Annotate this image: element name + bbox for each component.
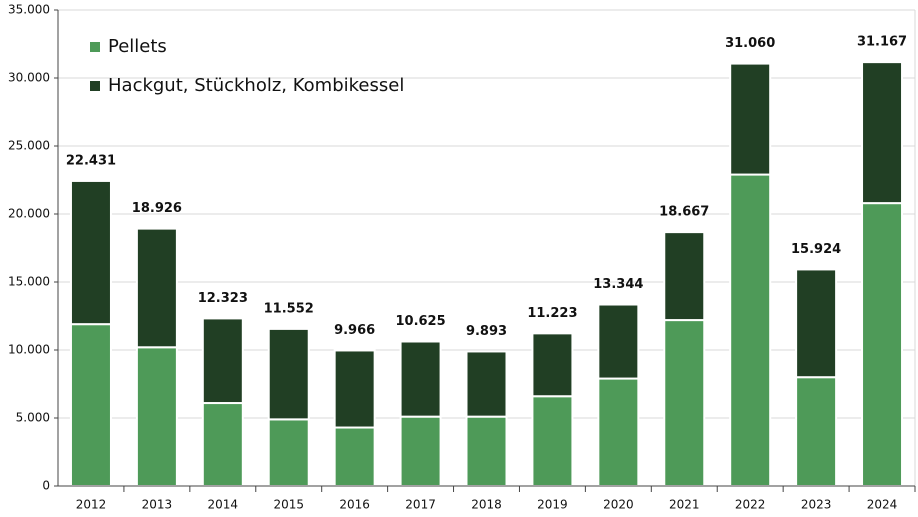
bar-segment: [861, 61, 904, 205]
legend-swatch: [90, 81, 100, 91]
y-tick-label: 10.000: [8, 343, 50, 357]
x-tick-label: 2019: [537, 498, 568, 512]
total-label: 18.926: [132, 201, 182, 216]
bar-segment: [465, 350, 508, 418]
y-tick-label: 30.000: [8, 71, 50, 85]
x-tick-label: 2013: [142, 498, 173, 512]
legend-label: Hackgut, Stückholz, Kombikessel: [108, 75, 404, 96]
total-label: 9.966: [334, 323, 375, 338]
bar-segment: [201, 317, 244, 405]
bar-segment: [795, 268, 838, 379]
y-tick-label: 0: [42, 479, 50, 493]
x-tick-label: 2016: [339, 498, 370, 512]
x-tick-label: 2021: [669, 498, 700, 512]
x-tick-label: 2012: [76, 498, 107, 512]
bar-segment: [663, 319, 706, 487]
total-label: 22.431: [66, 153, 116, 168]
bar-segment: [333, 426, 376, 487]
x-tick-label: 2022: [735, 498, 766, 512]
y-tick-label: 15.000: [8, 275, 50, 289]
total-label: 31.060: [725, 36, 775, 51]
bar-segment: [135, 227, 178, 349]
bar-segment: [597, 303, 640, 380]
total-label: 10.625: [395, 314, 445, 329]
total-label: 13.344: [593, 277, 643, 292]
total-label: 15.924: [791, 242, 841, 257]
bar-segment: [531, 332, 574, 398]
legend-swatch: [90, 42, 100, 52]
bar-segment: [729, 62, 772, 176]
bar-segment: [201, 402, 244, 488]
bar-segment: [795, 376, 838, 488]
total-label: 31.167: [857, 35, 907, 50]
bar-segment: [663, 231, 706, 322]
x-tick-label: 2017: [405, 498, 436, 512]
x-tick-label: 2018: [471, 498, 502, 512]
total-label: 12.323: [198, 291, 248, 306]
bar-segment: [597, 377, 640, 487]
bar-segment: [531, 395, 574, 487]
bar-segment: [135, 346, 178, 487]
legend-label: Pellets: [108, 36, 167, 57]
bar-segment: [399, 415, 442, 488]
x-tick-label: 2015: [273, 498, 304, 512]
bar-segment: [69, 179, 112, 326]
bar-segment: [465, 415, 508, 488]
x-tick-label: 2024: [867, 498, 898, 512]
total-label: 11.223: [527, 306, 577, 321]
bar-segment: [267, 418, 310, 487]
bar-segment: [267, 327, 310, 421]
x-tick-label: 2020: [603, 498, 634, 512]
x-tick-label: 2023: [801, 498, 832, 512]
total-label: 9.893: [466, 324, 507, 339]
x-tick-label: 2014: [208, 498, 239, 512]
y-tick-label: 20.000: [8, 207, 50, 221]
bar-segment: [399, 340, 442, 418]
total-label: 18.667: [659, 205, 709, 220]
y-tick-label: 35.000: [8, 3, 50, 17]
y-tick-label: 5.000: [16, 411, 50, 425]
y-tick-label: 25.000: [8, 139, 50, 153]
bar-segment: [729, 173, 772, 487]
bar-segment: [69, 323, 112, 487]
bar-segment: [333, 349, 376, 429]
bar-segment: [861, 202, 904, 487]
total-label: 11.552: [264, 301, 314, 316]
